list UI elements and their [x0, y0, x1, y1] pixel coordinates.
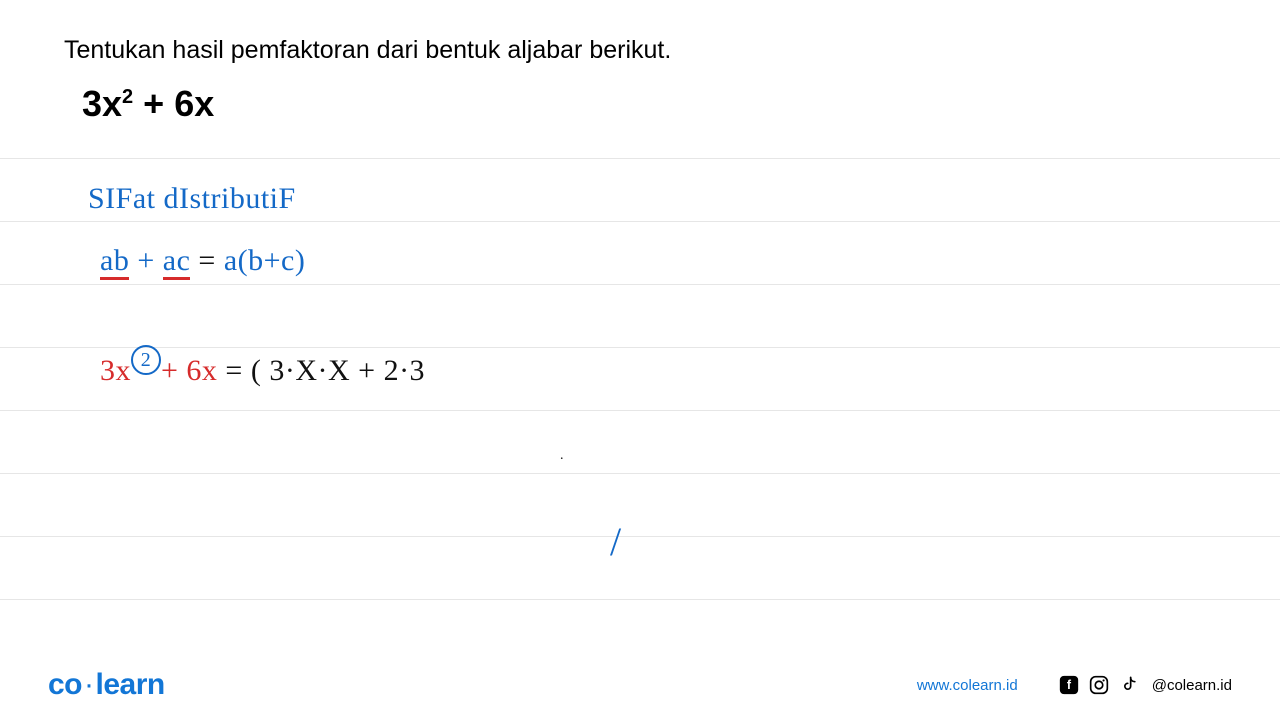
social-handle: @colearn.id: [1152, 677, 1232, 694]
term-plus6x: + 6x: [161, 354, 217, 387]
logo-learn: learn: [96, 668, 165, 701]
hand-text-1: SIFat dIstributiF: [88, 182, 296, 216]
hand-text-3: 3x2+ 6x = ( 3·X·X + 2·3: [100, 354, 425, 389]
rule-line: [0, 284, 1280, 285]
rule-line: [0, 221, 1280, 222]
rhs-2: ( 3·X·X + 2·3: [251, 354, 425, 387]
problem-block: Tentukan hasil pemfaktoran dari bentuk a…: [0, 0, 1280, 125]
facebook-icon: f: [1058, 674, 1080, 696]
rule-line: [0, 536, 1280, 537]
eq-2: =: [217, 354, 250, 387]
eq-1: =: [190, 244, 223, 277]
logo-co: co: [48, 668, 82, 701]
rule-line: [0, 347, 1280, 348]
term-ab: ab: [100, 244, 129, 280]
term-3x: 3x: [100, 354, 131, 387]
expression: 3x2 + 6x: [64, 83, 1216, 125]
rule-line: [0, 158, 1280, 159]
hand-text-2: ab + ac = a(b+c): [100, 244, 305, 278]
term-ac: ac: [163, 244, 191, 280]
slash-mark: /: [610, 518, 621, 565]
brand-logo: co·learn: [48, 668, 165, 702]
question-text: Tentukan hasil pemfaktoran dari bentuk a…: [64, 36, 1216, 65]
rule-line: [0, 473, 1280, 474]
rhs-1: a(b+c): [224, 244, 306, 277]
stray-dot: .: [560, 448, 564, 464]
plus-1: +: [129, 244, 162, 277]
rule-line: [0, 599, 1280, 600]
tiktok-icon: [1118, 674, 1140, 696]
rule-line: [0, 410, 1280, 411]
instagram-icon: [1088, 674, 1110, 696]
exponent-circle: 2: [131, 345, 161, 375]
footer-bar: co·learn www.colearn.id f @colearn.id: [0, 650, 1280, 720]
social-icons: f @colearn.id: [1058, 674, 1232, 696]
logo-dot: ·: [84, 668, 94, 701]
site-url: www.colearn.id: [917, 677, 1018, 694]
notebook-area: SIFat dIstributiF ab + ac = a(b+c) 3x2+ …: [0, 158, 1280, 640]
